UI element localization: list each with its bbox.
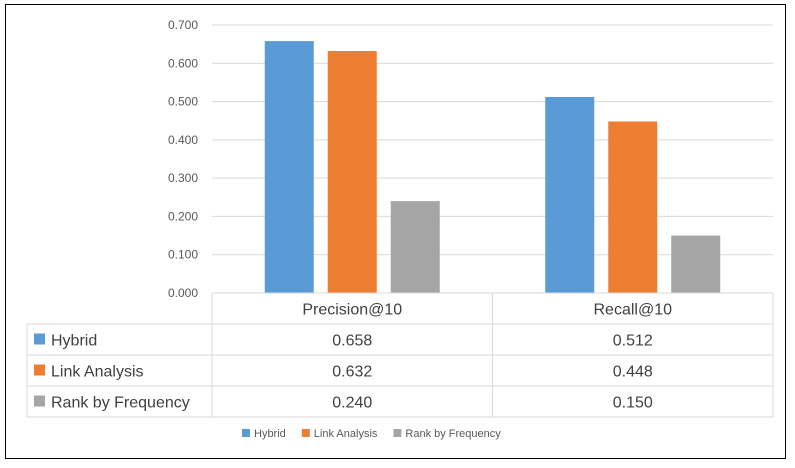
category-label: Precision@10 xyxy=(302,302,402,319)
bar-link-analysis-0 xyxy=(327,51,377,293)
table-cell: 0.240 xyxy=(332,395,372,412)
bar-hybrid-0 xyxy=(264,41,314,293)
y-tick-label: 0.300 xyxy=(168,171,198,185)
y-tick-label: 0.400 xyxy=(168,133,198,147)
y-axis-ticks: 0.000 0.100 0.200 0.300 0.400 0.500 0.600 0.700 xyxy=(168,18,198,300)
bar-rank-by-frequency-0 xyxy=(390,201,440,293)
data-table: Precision@10 Recall@10 Hybrid 0.658 0.512 Lin… xyxy=(26,292,774,418)
table-cell: 0.150 xyxy=(613,395,653,412)
y-tick-label: 0.000 xyxy=(168,286,198,300)
legend-label: Rank by Frequency xyxy=(405,428,501,440)
y-tick-label: 0.500 xyxy=(168,95,198,109)
category-label: Recall@10 xyxy=(594,302,673,319)
legend-key xyxy=(242,429,250,437)
row-legend-key xyxy=(34,364,45,376)
table-cell: 0.658 xyxy=(332,333,372,350)
row-label: Hybrid xyxy=(51,333,97,350)
bar-link-analysis-1 xyxy=(608,121,658,293)
y-tick-label: 0.600 xyxy=(168,56,198,70)
y-tick-label: 0.100 xyxy=(168,248,198,262)
table-cell: 0.512 xyxy=(613,333,653,350)
row-legend-key xyxy=(34,395,45,407)
row-label: Rank by Frequency xyxy=(51,395,190,412)
row-label: Link Analysis xyxy=(51,364,144,381)
bars xyxy=(264,41,721,293)
legend-key xyxy=(301,429,310,437)
table-cell: 0.448 xyxy=(613,364,653,381)
row-legend-key xyxy=(34,333,45,345)
legend-label: Link Analysis xyxy=(314,428,378,440)
y-tick-label: 0.700 xyxy=(168,18,198,32)
legend-key xyxy=(393,429,402,437)
table-cell: 0.632 xyxy=(332,364,372,381)
legend-label: Hybrid xyxy=(254,428,286,440)
y-tick-label: 0.200 xyxy=(168,209,198,223)
legend: Hybrid Link Analysis Rank by Frequency xyxy=(242,428,501,440)
bar-hybrid-1 xyxy=(545,96,595,293)
bar-rank-by-frequency-1 xyxy=(671,235,721,293)
